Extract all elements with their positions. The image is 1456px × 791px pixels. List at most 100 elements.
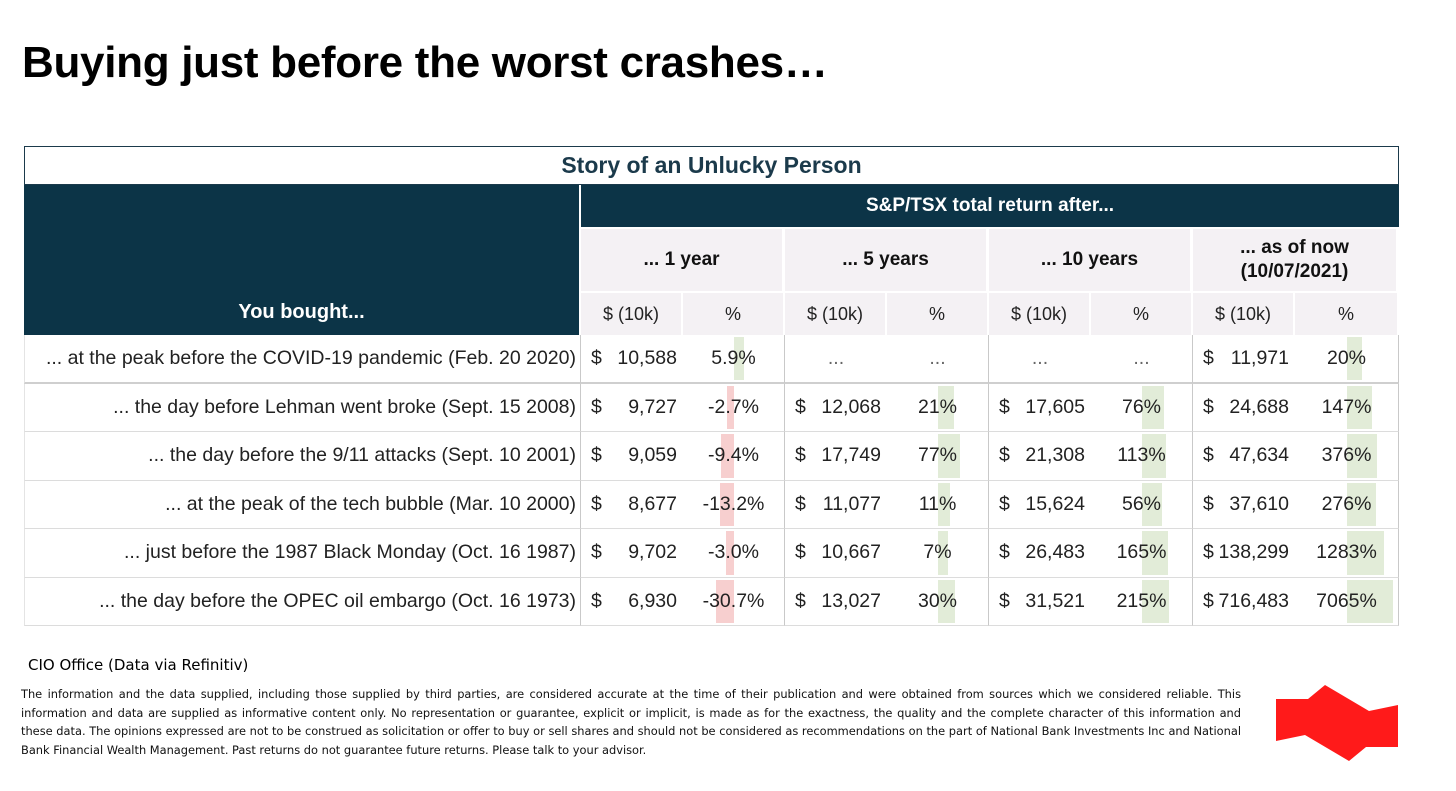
percent-cell: 7065% [1295,577,1399,626]
positive-bar [1346,579,1393,623]
table-caption: Story of an Unlucky Person [24,146,1399,185]
money-cell: $47,634 [1193,432,1295,481]
money-cell: $9,059 [581,432,683,481]
amount: 47,634 [1229,444,1289,467]
money-cell: $12,068 [785,384,887,432]
percent-value: 56% [1121,492,1162,515]
percent-column-header: % [683,291,785,335]
returns-table: Story of an Unlucky Person You bought...… [24,146,1399,626]
row-label: ... at the peak before the COVID-19 pand… [24,335,581,384]
currency-symbol: $ [1203,395,1214,418]
amount: 17,605 [1025,395,1085,418]
currency-symbol: $ [999,541,1010,564]
currency-symbol: $ [795,589,806,612]
percent-value: 165% [1116,541,1167,564]
negative-bar [715,579,734,623]
percent-value: 7% [923,541,952,564]
currency-symbol: $ [591,444,602,467]
percent-cell: 76% [1091,383,1193,432]
negative-bar [726,385,734,429]
percent-value: 77% [917,444,958,467]
percent-cell: 21% [887,383,989,432]
positive-bar [1141,531,1169,575]
percent-value: 1283% [1316,541,1377,564]
currency-symbol: $ [1203,444,1214,467]
money-cell: $716,483 [1193,578,1295,626]
percent-value: 7065% [1316,589,1377,612]
currency-symbol: $ [1203,492,1214,515]
percent-column-header: % [887,291,989,335]
percent-cell: 165% [1091,529,1193,578]
positive-bar [937,482,951,526]
money-cell: $31,521 [989,578,1091,626]
money-column-header: $ (10k) [581,291,683,335]
amount: 10,588 [617,346,677,369]
money-cell: $13,027 [785,578,887,626]
percent-cell: -2.7% [683,383,785,432]
percent-value: -3.0% [708,541,759,564]
currency-symbol: $ [591,346,602,369]
currency-symbol: $ [1203,541,1214,564]
positive-bar [937,579,956,623]
percent-value: 5.9% [711,346,756,369]
currency-symbol: $ [591,395,602,418]
money-cell: $9,727 [581,384,683,432]
percent-cell: 147% [1295,383,1399,432]
amount: 9,727 [628,395,677,418]
amount: 138,299 [1218,541,1290,564]
row-header: You bought... [24,185,581,335]
percent-value: 113% [1117,444,1166,467]
money-cell: $11,971 [1193,335,1295,384]
amount: 26,483 [1025,541,1085,564]
period-header: ... 10 years [989,227,1193,291]
currency-symbol: $ [999,589,1010,612]
percent-value: 376% [1321,444,1372,467]
percent-value: 76% [1121,395,1162,418]
row-label: ... the day before the OPEC oil embargo … [24,577,581,626]
amount: 716,483 [1218,589,1290,612]
positive-bar [1141,482,1163,526]
group-header: S&P/TSX total return after... [581,185,1399,227]
percent-cell: -13.2% [683,480,785,529]
percent-value: -13.2% [702,492,765,515]
currency-symbol: $ [1203,589,1214,612]
positive-bar [1141,434,1167,478]
money-column-header: $ (10k) [989,291,1091,335]
positive-bar [1346,482,1376,526]
amount: 8,677 [628,492,677,515]
negative-bar [721,434,734,478]
percent-cell: 56% [1091,480,1193,529]
currency-symbol: $ [795,444,806,467]
positive-bar [1346,385,1373,429]
table-grid: You bought... S&P/TSX total return after… [24,185,1399,626]
amount: 9,059 [628,444,677,467]
amount: 37,610 [1229,492,1289,515]
percent-value: 21% [917,395,958,418]
positive-bar [937,385,954,429]
percent-value: 20% [1326,346,1367,369]
percent-value: -30.7% [702,589,765,612]
positive-bar [937,434,961,478]
source-note: CIO Office (Data via Refinitiv) [28,656,249,674]
currency-symbol: $ [999,444,1010,467]
amount: 13,027 [821,589,881,612]
money-cell: $21,308 [989,432,1091,481]
currency-symbol: $ [795,492,806,515]
positive-bar [1141,385,1165,429]
money-cell: ... [785,335,887,384]
percent-cell: 7% [887,529,989,578]
percent-cell: -30.7% [683,577,785,626]
row-label: ... at the peak of the tech bubble (Mar.… [24,480,581,529]
percent-value: 215% [1116,589,1167,612]
money-cell: $6,930 [581,578,683,626]
percent-cell: 113% [1091,432,1193,481]
positive-bar [1346,434,1378,478]
amount: 11,077 [822,492,881,515]
money-cell: ... [989,335,1091,384]
percent-value: 276% [1321,492,1372,515]
percent-value: 147% [1321,395,1372,418]
money-cell: $11,077 [785,481,887,529]
percent-cell: 30% [887,577,989,626]
percent-value: 30% [917,589,958,612]
currency-symbol: $ [795,541,806,564]
